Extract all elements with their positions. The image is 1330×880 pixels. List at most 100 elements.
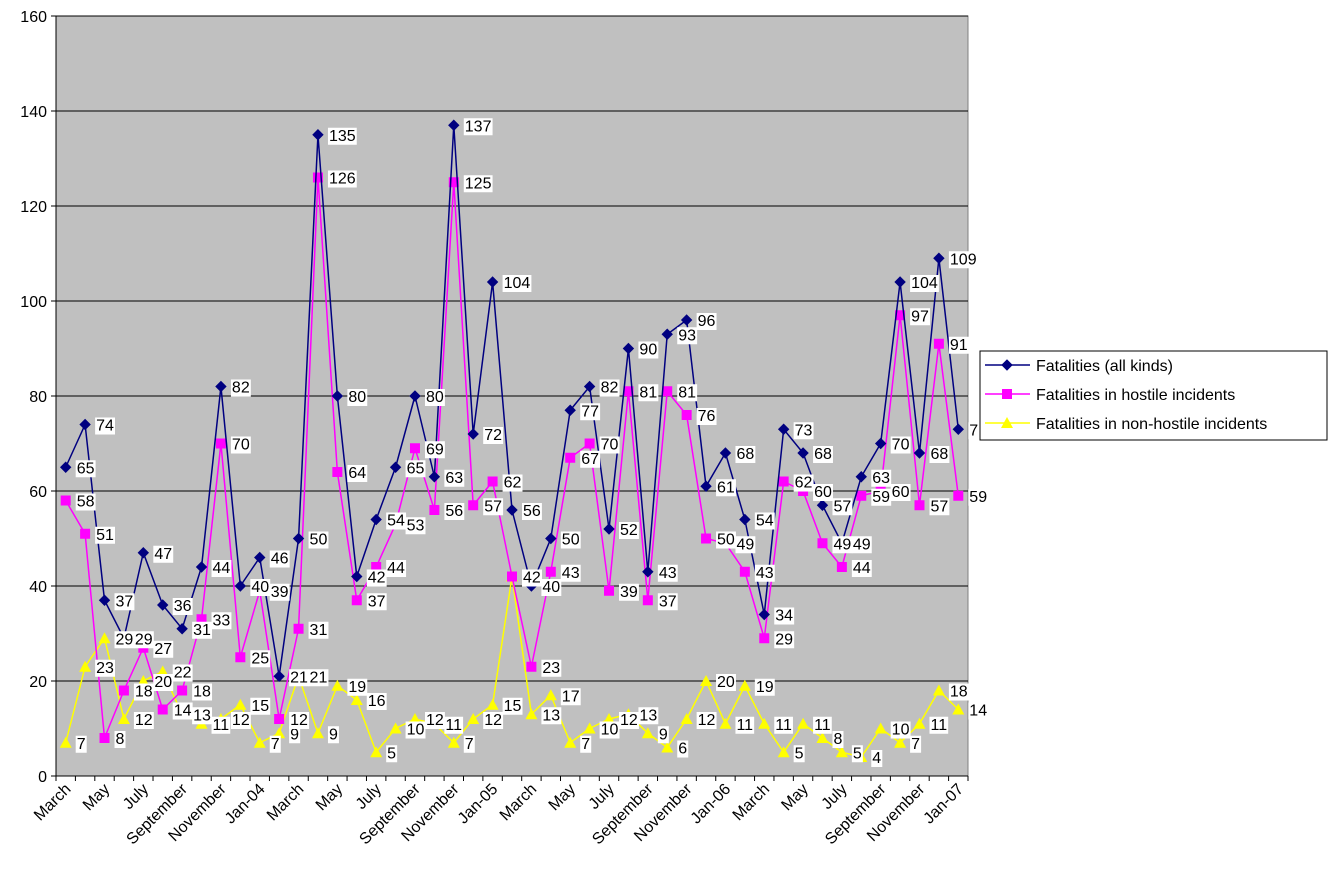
data-label-bg (851, 560, 872, 577)
data-point (777, 423, 790, 435)
data-label: 7 (77, 736, 86, 753)
gridlines (56, 15, 968, 682)
data-label-bg (793, 422, 814, 440)
data-label-bg (813, 446, 833, 463)
data-label: 11 (445, 717, 462, 734)
data-label-bg (424, 441, 445, 459)
data-label-bg (890, 721, 911, 739)
data-point (254, 551, 266, 564)
data-label: 62 (795, 475, 813, 492)
data-label-bg (327, 127, 357, 145)
data-label-bg (250, 650, 271, 668)
data-label: 65 (407, 460, 425, 477)
data-point (933, 338, 944, 349)
data-label: 57 (833, 498, 851, 515)
data-point (603, 713, 616, 724)
legend-box (979, 350, 1328, 441)
data-point (350, 694, 363, 705)
data-label: 31 (310, 622, 328, 639)
data-label: 50 (310, 532, 328, 549)
data-point (874, 437, 887, 450)
y-tick-label: 120 (20, 199, 47, 216)
data-label: 70 (601, 437, 619, 454)
data-point (856, 490, 867, 501)
data-label-bg (289, 712, 310, 729)
data-label: 21 (290, 669, 308, 686)
data-label-bg (502, 697, 523, 715)
data-point (836, 562, 847, 572)
data-point (661, 328, 673, 340)
data-label-bg (832, 536, 853, 554)
data-label-bg (871, 469, 892, 487)
data-label-bg (95, 417, 116, 435)
data-point (176, 623, 188, 635)
data-label: 63 (445, 470, 463, 487)
data-label: 47 (154, 546, 172, 563)
data-point (428, 471, 441, 483)
data-label: 44 (213, 560, 231, 577)
data-label: 9 (659, 726, 668, 743)
data-label-bg (308, 669, 329, 687)
data-label: 72 (484, 427, 502, 444)
data-label: 20 (154, 674, 172, 691)
data-point (137, 547, 150, 559)
data-label: 43 (562, 565, 580, 582)
data-label-bg (754, 564, 775, 582)
data-label-bg (424, 389, 445, 406)
data-label-bg (327, 726, 339, 744)
data-label: 69 (426, 441, 444, 458)
data-point (641, 727, 654, 739)
data-point (719, 717, 732, 729)
data-label-bg (599, 721, 620, 739)
data-point (98, 632, 111, 644)
data-label-bg (657, 564, 678, 582)
data-label: 97 (911, 308, 929, 325)
data-label: 25 (251, 650, 269, 667)
data-label-bg (696, 408, 717, 425)
data-label: 23 (542, 660, 560, 677)
data-label: 49 (736, 536, 754, 553)
data-label-bg (269, 550, 290, 568)
data-point (777, 746, 790, 758)
data-label: 49 (833, 536, 851, 553)
data-label: 40 (542, 579, 560, 596)
data-point (409, 443, 420, 454)
data-point (429, 505, 440, 515)
data-point (79, 660, 92, 672)
data-point (507, 571, 517, 582)
data-point (933, 252, 945, 264)
data-point (603, 523, 615, 535)
data-label: 14 (969, 703, 987, 720)
data-label: 63 (872, 470, 890, 487)
data-label: 13 (542, 707, 560, 724)
data-point (389, 461, 402, 473)
data-point (564, 736, 577, 748)
data-label-bg (114, 631, 135, 649)
data-point (681, 410, 692, 420)
x-tick-label: Jan-05 (455, 781, 502, 828)
data-label: 93 (678, 327, 696, 344)
legend-entry: Fatalities (all kinds) (985, 358, 1173, 375)
data-label-bg (735, 446, 756, 463)
data-label: 51 (96, 527, 114, 544)
x-tick-label: July (586, 781, 618, 813)
x-tick-label: March (264, 781, 307, 824)
data-label: 137 (465, 118, 492, 135)
data-label: 10 (407, 722, 425, 739)
data-label-bg (619, 712, 639, 729)
data-point (604, 585, 615, 596)
data-point (623, 386, 634, 397)
data-point (486, 276, 499, 288)
data-label: 50 (717, 532, 735, 549)
x-tick-label: May (313, 781, 346, 814)
data-point (59, 736, 72, 748)
data-label: 15 (504, 698, 522, 715)
data-label: 11 (213, 717, 230, 734)
data-point (447, 736, 460, 748)
data-point (351, 570, 363, 583)
data-point (487, 476, 498, 487)
data-label-bg (405, 517, 426, 535)
data-label-bg (793, 745, 805, 763)
data-point (195, 561, 208, 573)
